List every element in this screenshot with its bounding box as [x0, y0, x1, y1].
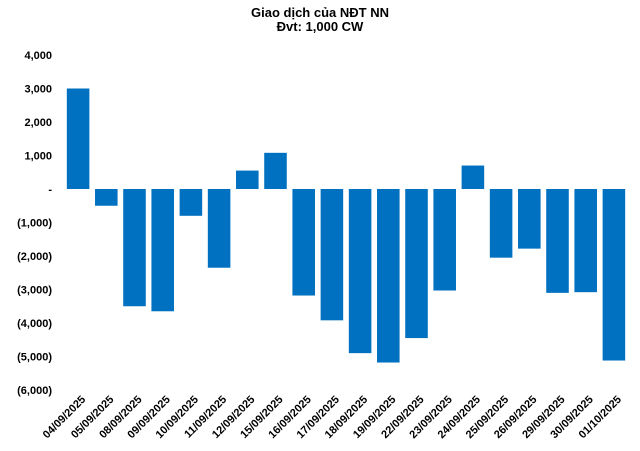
y-tick-label: (3,000) [17, 285, 52, 297]
y-tick-label: 4,000 [24, 50, 52, 62]
y-tick-label: (6,000) [17, 385, 52, 397]
bar [123, 189, 146, 307]
bar [602, 189, 626, 361]
y-tick-label: 2,000 [24, 117, 52, 129]
chart-subtitle: Đvt: 1,000 CW [276, 19, 364, 34]
y-axis: 4,000 3,000 2,000 1,000 - (1,000) (2,000) (3,00… [17, 50, 52, 397]
bar [236, 170, 259, 189]
y-tick-label: (5,000) [17, 352, 52, 364]
bar [405, 189, 428, 339]
bar [292, 189, 315, 296]
bar [66, 88, 90, 189]
bar [320, 189, 344, 321]
chart-title: Giao dịch của NĐT NN [251, 5, 389, 20]
bar [377, 189, 400, 363]
y-tick-label: (2,000) [17, 251, 52, 263]
x-axis: 04/09/202505/09/202508/09/202509/09/2025… [41, 394, 624, 441]
y-tick-label: (1,000) [17, 218, 52, 230]
bar [264, 152, 287, 189]
y-tick-label: - [48, 184, 52, 196]
bar [518, 189, 541, 249]
y-tick-label: (4,000) [17, 318, 52, 330]
y-tick-label: 3,000 [24, 84, 52, 96]
bar [574, 189, 597, 293]
bar [151, 189, 174, 312]
bar [95, 189, 118, 206]
bar [207, 189, 231, 268]
bar [179, 189, 203, 216]
bar [489, 189, 513, 258]
y-tick-label: 1,000 [24, 151, 52, 163]
bar [433, 189, 456, 291]
bars [66, 88, 626, 363]
bar [348, 189, 372, 354]
bar [461, 165, 485, 189]
bar [546, 189, 569, 293]
